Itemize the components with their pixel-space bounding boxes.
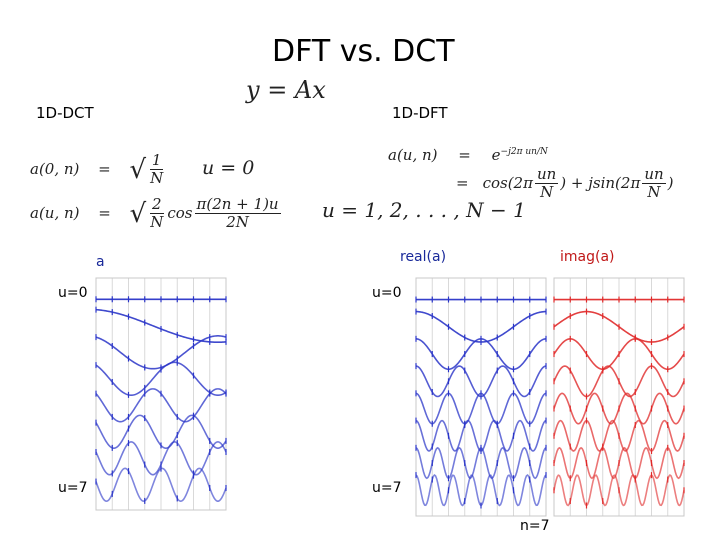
dct-eq-row2-cos: cos xyxy=(167,203,193,222)
dft-eq-row2-num-a: un xyxy=(534,165,559,185)
dct-eq-row1-lhs: a(0, n) xyxy=(30,159,80,178)
dft-real-basis-plot xyxy=(415,277,547,517)
dct-eq-row1: a(0, n) = √ 1 N u = 0 xyxy=(30,151,255,188)
dft-eq-row2-den-b: N xyxy=(647,183,661,202)
dft-eq-row1-lhs: a(u, n) xyxy=(388,146,438,164)
dft-section-label: 1D-DFT xyxy=(392,104,448,122)
center-equation: y = Ax xyxy=(246,76,326,104)
dft-eq-row2: = cos(2π un N) + jsin(2π un N) xyxy=(456,165,674,202)
sqrt-symbol: √ xyxy=(129,198,147,229)
dft-eq-row2-op: = xyxy=(456,173,469,192)
dct-eq-row1-den: N xyxy=(150,169,164,188)
dft-imag-plot-title: imag(a) xyxy=(560,249,615,265)
dct-top-row-label: u=0 xyxy=(58,285,88,301)
dct-eq-row1-op: = xyxy=(98,159,111,178)
dct-eq-row2-op: = xyxy=(98,203,111,222)
dft-eq-row2-den-a: N xyxy=(540,183,554,202)
dft-imag-basis-plot xyxy=(553,277,685,517)
dft-eq-row1-op: = xyxy=(458,146,471,164)
slide-title: DFT vs. DCT xyxy=(272,34,455,69)
dct-eq-row1-cond: u = 0 xyxy=(202,156,255,179)
dct-basis-plot xyxy=(95,277,227,511)
sqrt-symbol: √ xyxy=(129,154,147,185)
dft-top-row-label: u=0 xyxy=(372,285,402,301)
dct-eq-row2-den: N xyxy=(150,213,164,232)
dct-plot-title: a xyxy=(96,254,105,270)
plot-frame xyxy=(553,277,685,517)
dft-eq-row1-exp: −j2π un/N xyxy=(500,147,548,157)
dct-section-label: 1D-DCT xyxy=(36,104,94,122)
dct-eq-row2-arg-den: 2N xyxy=(226,213,249,232)
dct-eq-row2-num: 2 xyxy=(150,195,164,215)
plot-frame xyxy=(415,277,547,517)
dct-eq-row2-arg-num: π(2n + 1)u xyxy=(194,195,281,215)
dft-eq-row2-num-b: un xyxy=(642,165,666,185)
dft-eq-row1-rhs: e xyxy=(491,146,501,164)
dft-eq-row2-c: ) xyxy=(667,173,674,192)
dft-real-plot-title: real(a) xyxy=(400,249,447,265)
dft-eq-row2-a: cos(2π xyxy=(482,173,533,192)
dft-eq-row2-b: ) + jsin(2π xyxy=(560,173,641,192)
n-axis-label: n=7 xyxy=(520,518,550,534)
dct-eq-row1-num: 1 xyxy=(149,151,164,171)
dct-bottom-row-label: u=7 xyxy=(58,480,88,496)
dft-eq-row1: a(u, n) = e−j2π un/N xyxy=(388,146,548,164)
dct-eq-row3-cond: u = 1, 2, . . . , N − 1 xyxy=(322,198,526,222)
dft-bottom-row-label: u=7 xyxy=(372,480,402,496)
dct-eq-row2-lhs: a(u, n) xyxy=(30,203,80,222)
